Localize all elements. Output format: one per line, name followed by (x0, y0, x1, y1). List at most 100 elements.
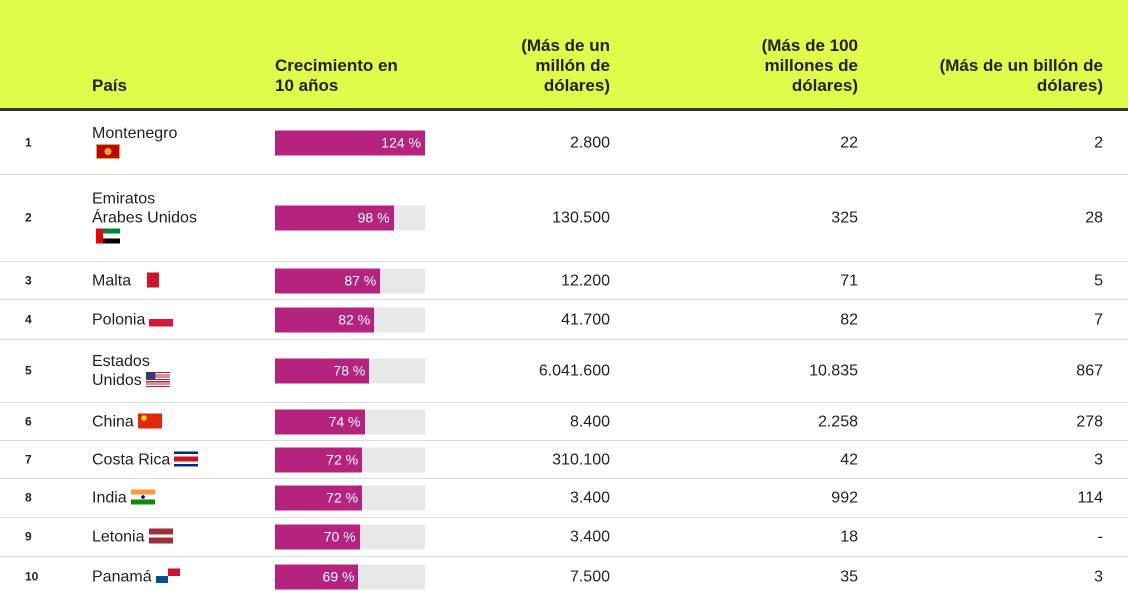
bar: 69 % (275, 564, 359, 589)
bar-track: 78 % (275, 358, 425, 384)
number-cell: 5 (1094, 272, 1103, 289)
bar: 72 % (275, 447, 363, 472)
country-name: Costa Rica (92, 451, 171, 468)
table-row: 8 India 72 % 3.400 992 114 (0, 479, 1128, 518)
country-name: Panamá (92, 568, 152, 585)
bar-label: 72 % (326, 489, 359, 506)
rank: 3 (25, 273, 32, 287)
country-name: Emiratos Árabes Unidos (92, 190, 197, 227)
rank: 4 (25, 312, 32, 326)
header-cell: (Más de un billón de dólares) (939, 56, 1103, 95)
number-cell: 42 (840, 451, 858, 468)
bar: 74 % (275, 409, 365, 434)
country-name: Polonia (92, 311, 146, 328)
table-row: 3 Malta 87 % 12.200 71 5 (0, 262, 1128, 300)
number-cell: 8.400 (569, 413, 610, 430)
number-cell: 325 (831, 209, 858, 227)
table-row: 6 China 74 % 8.400 2.258 278 (0, 403, 1128, 441)
header-cell: Crecimiento en 10 años (275, 56, 398, 95)
number-cell: - (1097, 528, 1103, 546)
bar-track: 124 % (275, 130, 425, 155)
bar-label: 82 % (338, 311, 371, 327)
header: País Crecimiento en 10 años (Más de un m… (0, 0, 1128, 111)
number-cell: 28 (1085, 209, 1103, 227)
country: Letonia (92, 528, 204, 547)
flag-icon (96, 228, 120, 244)
country: China (92, 412, 204, 431)
table-row: 4 Polonia 82 % 41.700 82 7 (0, 300, 1128, 340)
number-cell: 18 (840, 528, 858, 546)
bar-track: 98 % (275, 205, 425, 231)
country: Estados Unidos (92, 352, 204, 390)
number-cell: 310.100 (552, 451, 610, 468)
flag-icon (137, 413, 162, 428)
flag-icon (135, 272, 160, 287)
bar: 70 % (275, 524, 360, 550)
bar-track: 69 % (275, 564, 425, 589)
table-row: 9 Letonia 70 % 3.400 18 - (0, 518, 1128, 557)
bar-label: 78 % (333, 362, 366, 379)
bar-label: 70 % (323, 528, 356, 545)
bar-track: 87 % (275, 268, 425, 293)
rank: 8 (25, 490, 32, 505)
number-cell: 114 (1077, 489, 1103, 507)
bar-label: 69 % (322, 568, 355, 584)
bar: 78 % (275, 358, 370, 384)
country: Malta (92, 271, 204, 290)
bar-track: 72 % (275, 447, 425, 472)
number-cell: 3.400 (569, 528, 610, 546)
number-cell: 867 (1076, 362, 1103, 380)
number-cell: 22 (840, 134, 858, 151)
header-cell: (Más de un millón de dólares) (521, 36, 610, 95)
bar-track: 74 % (275, 409, 425, 434)
flag-icon (174, 451, 199, 466)
country: Polonia (92, 310, 204, 329)
country-name: Letonia (92, 528, 145, 546)
country: Costa Rica (92, 450, 204, 469)
country: Panamá (92, 567, 204, 586)
number-cell: 41.700 (561, 311, 610, 328)
table-row: 5 Estados Unidos 78 % 6.041.600 10.835 867 (0, 340, 1128, 403)
country-name: Montenegro (92, 124, 178, 142)
number-cell: 2.800 (569, 134, 610, 151)
flag-icon (148, 528, 173, 544)
flag-icon (145, 372, 170, 387)
number-cell: 2 (1094, 134, 1103, 151)
bar-label: 74 % (328, 413, 361, 429)
number-cell: 35 (840, 568, 858, 585)
bar-label: 124 % (381, 134, 421, 150)
country-name: China (92, 413, 134, 430)
bar-track: 70 % (275, 524, 425, 550)
number-cell: 12.200 (561, 272, 610, 289)
flag-icon (96, 143, 120, 159)
number-cell: 6.041.600 (538, 362, 610, 380)
table-row: 2 Emiratos Árabes Unidos 98 % 130.500 325 28 (0, 175, 1128, 262)
rank: 5 (25, 363, 32, 378)
bar: 87 % (275, 268, 381, 293)
number-cell: 992 (831, 489, 858, 507)
number-cell: 3.400 (569, 489, 610, 507)
rank: 6 (25, 414, 32, 428)
flag-icon (155, 568, 180, 583)
table-row: 10 Panamá 69 % 7.500 35 3 (0, 557, 1128, 591)
bar-track: 72 % (275, 485, 425, 511)
country-name: India (92, 489, 127, 507)
bar: 124 % (275, 130, 425, 155)
table-row: 1 Montenegro 124 % 2.800 22 2 (0, 111, 1128, 175)
header-cell: (Más de 100 millones de dólares) (761, 36, 858, 95)
rank: 1 (25, 135, 32, 149)
number-cell: 3 (1094, 568, 1103, 585)
number-cell: 82 (840, 311, 858, 328)
flag-icon (130, 489, 155, 505)
rank: 7 (25, 452, 32, 466)
bar-label: 98 % (357, 209, 390, 226)
flag-icon (149, 311, 174, 326)
country: Montenegro (92, 124, 204, 162)
bar-track: 82 % (275, 307, 425, 332)
bar-label: 72 % (326, 451, 359, 467)
rank: 9 (25, 529, 32, 544)
number-cell: 7.500 (569, 568, 610, 585)
number-cell: 10.835 (809, 362, 858, 380)
bar: 98 % (275, 205, 394, 231)
